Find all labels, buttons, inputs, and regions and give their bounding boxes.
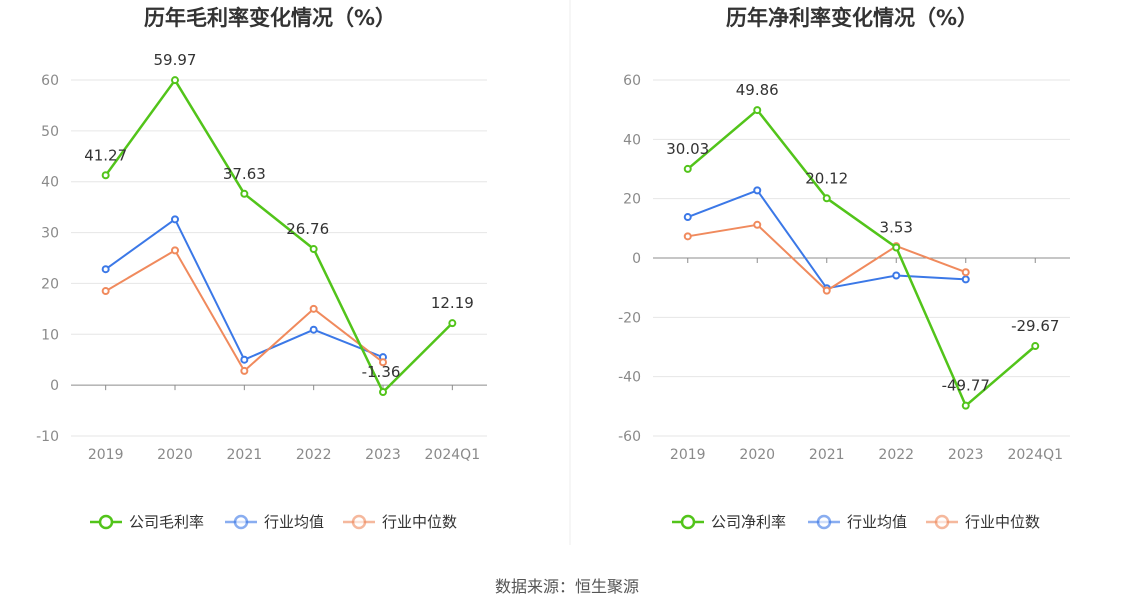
y-tick-label: -60 [618, 429, 641, 445]
legend-item-median[interactable]: 行业中位数 [926, 513, 1040, 531]
data-point-company [101, 171, 110, 180]
legend-item-company[interactable]: 公司毛利率 [90, 513, 204, 531]
data-point-median [171, 246, 179, 255]
legend-item-avg[interactable]: 行业均值 [808, 513, 907, 531]
legend-label: 公司毛利率 [129, 513, 204, 531]
data-point-avg [240, 355, 249, 364]
data-source: 数据来源：恒生聚源 [495, 577, 639, 596]
chart-title: 历年净利率变化情况（%） [726, 6, 978, 30]
series-line-company [686, 108, 1037, 407]
legend-swatch-marker [98, 514, 114, 530]
net-margin-chart: 历年净利率变化情况（%） -60 -40 -20 0 20 40 60 2019 2020 2021… [618, 6, 1070, 531]
y-tick-label: 30 [41, 226, 59, 242]
series-line-median [105, 249, 384, 372]
legend-label: 行业均值 [847, 513, 907, 531]
y-tick-label: 60 [623, 73, 641, 89]
x-tick-label: 2020 [157, 447, 193, 463]
series-line-avg [687, 189, 966, 290]
data-point-median [961, 268, 970, 277]
data-point-company [683, 164, 692, 173]
data-point-median [101, 287, 110, 296]
y-tick-label: 0 [632, 251, 641, 267]
legend-label: 行业均值 [264, 513, 324, 531]
data-label: 30.03 [666, 140, 709, 158]
y-tick-label: -40 [618, 370, 641, 386]
data-label: 59.97 [154, 51, 197, 69]
data-label: 49.86 [736, 81, 779, 99]
data-point-company [892, 243, 901, 252]
y-tick-label: 40 [623, 132, 641, 148]
legend-swatch-marker [934, 514, 950, 530]
y-tick-label: 40 [41, 175, 59, 191]
data-point-median [822, 286, 831, 295]
data-point-company [171, 76, 179, 85]
legend-item-median[interactable]: 行业中位数 [343, 513, 457, 531]
data-point-median [753, 220, 762, 229]
y-tick-label: 50 [41, 124, 59, 140]
data-label: -29.67 [1011, 317, 1059, 335]
series-line-company [104, 78, 454, 394]
data-point-median [309, 304, 318, 313]
data-point-company [240, 189, 249, 198]
legend-swatch-marker [816, 514, 832, 530]
legend-label: 行业中位数 [965, 513, 1040, 531]
gross-margin-chart: 历年毛利率变化情况（%） -10 0 10 20 30 40 50 60 2019 2020 2021… [36, 6, 487, 531]
legend-item-company[interactable]: 公司净利率 [672, 513, 786, 531]
x-tick-label: 2023 [948, 447, 984, 463]
legend-swatch-marker [233, 514, 249, 530]
y-tick-label: -10 [36, 429, 59, 445]
legend-swatch-marker [680, 514, 696, 530]
x-tick-label: 2024Q1 [425, 447, 481, 463]
legend-swatch-marker [351, 514, 367, 530]
data-point-company [822, 194, 831, 203]
data-point-avg [961, 275, 970, 284]
data-point-company [1031, 342, 1040, 351]
x-tick-label: 2022 [296, 447, 332, 463]
y-tick-label: 20 [623, 192, 641, 208]
x-tick-label: 2019 [670, 447, 706, 463]
data-point-company [753, 106, 762, 115]
legend-item-avg[interactable]: 行业均值 [225, 513, 324, 531]
y-tick-label: 60 [41, 73, 59, 89]
data-label: -49.77 [942, 377, 990, 395]
data-label: 41.27 [84, 146, 127, 164]
data-label: 37.63 [223, 165, 266, 183]
y-tick-label: 0 [50, 378, 59, 394]
data-point-median [240, 366, 249, 375]
data-point-company [379, 388, 387, 397]
x-tick-label: 2024Q1 [1007, 447, 1063, 463]
data-point-avg [753, 186, 762, 195]
x-tick-label: 2021 [227, 447, 263, 463]
chart-title: 历年毛利率变化情况（%） [144, 6, 396, 30]
data-point-median [379, 358, 387, 367]
data-point-company [448, 319, 457, 328]
legend-label: 公司净利率 [711, 513, 786, 531]
data-label: 26.76 [286, 220, 329, 238]
data-point-median [683, 232, 692, 241]
x-tick-label: 2021 [809, 447, 845, 463]
x-tick-label: 2020 [739, 447, 775, 463]
x-tick-label: 2022 [878, 447, 914, 463]
data-point-company [961, 401, 970, 410]
data-point-avg [683, 213, 692, 222]
data-point-avg [101, 265, 110, 274]
data-point-avg [171, 215, 179, 224]
y-tick-label: 20 [41, 276, 59, 292]
data-label: 20.12 [805, 169, 848, 187]
y-tick-label: -20 [618, 310, 641, 326]
legend-label: 行业中位数 [382, 513, 457, 531]
data-label: 12.19 [431, 294, 474, 312]
data-point-avg [892, 271, 901, 280]
x-tick-label: 2023 [365, 447, 401, 463]
y-tick-label: 10 [41, 327, 59, 343]
x-tick-label: 2019 [88, 447, 124, 463]
data-label: -1.36 [362, 363, 401, 381]
data-label: 3.53 [880, 219, 913, 237]
data-point-company [309, 245, 318, 254]
series-line-avg [105, 218, 384, 361]
data-point-avg [309, 325, 318, 334]
